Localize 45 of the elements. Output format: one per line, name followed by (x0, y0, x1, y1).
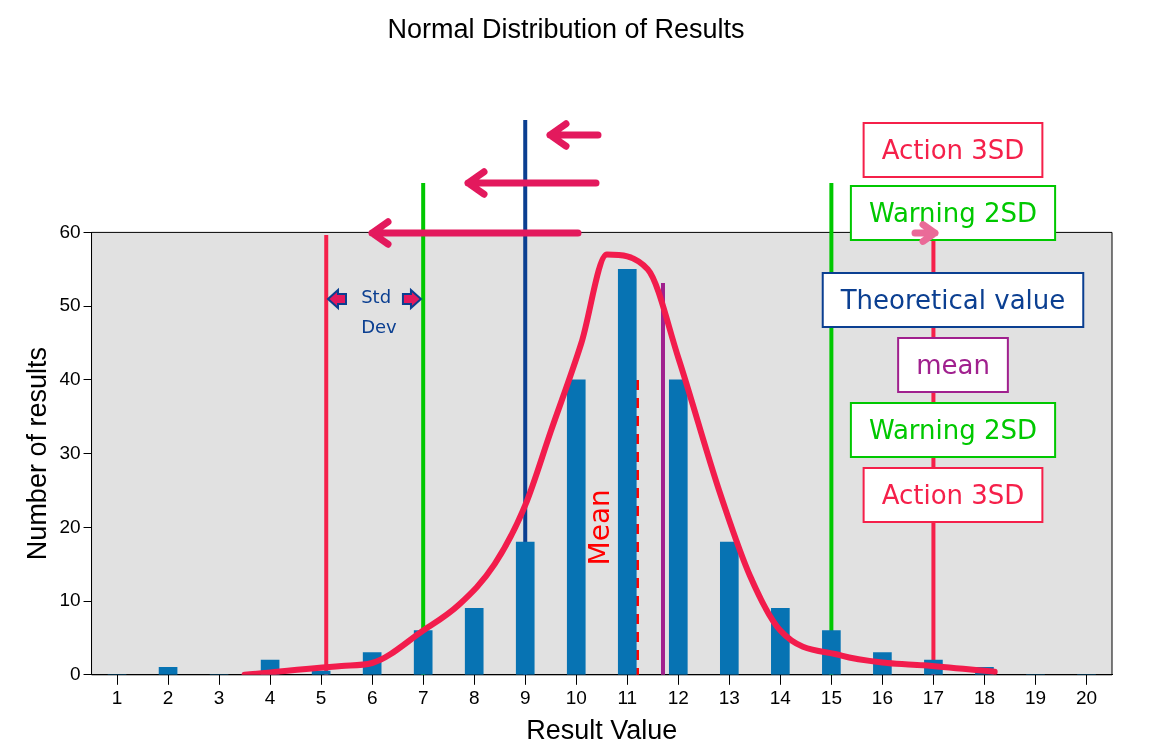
x-tick-label: 7 (417, 687, 429, 709)
x-tick-label: 20 (1075, 687, 1098, 709)
x-tick-label: 19 (1024, 687, 1047, 709)
ref-line-label: Mean (583, 489, 617, 566)
y-tick-label: 20 (59, 515, 81, 537)
ref-line-label: Action 3SD (881, 479, 1025, 510)
ref-line-label: Theoretical value (839, 284, 1066, 315)
chart-title: Normal Distribution of Results (387, 13, 745, 44)
y-tick-label: 60 (59, 220, 81, 242)
x-tick-label: 16 (871, 687, 893, 709)
x-tick-label: 9 (519, 687, 531, 709)
x-tick-label: 18 (973, 687, 996, 709)
y-tick-label: 30 (59, 441, 81, 463)
bar (413, 630, 433, 675)
ref-line-label: Warning 2SD (868, 414, 1038, 445)
annotation: Std Dev (361, 286, 398, 338)
ref-line-label: Warning 2SD (868, 197, 1038, 228)
y-axis-title: Number of results (21, 347, 52, 561)
bar (668, 379, 688, 675)
x-tick-label: 11 (617, 687, 638, 709)
ref-line-label: Action 3SD (881, 134, 1025, 165)
ref-line-label: mean (916, 349, 990, 380)
x-tick-label: 15 (820, 687, 842, 709)
x-tick-label: 2 (162, 687, 174, 709)
bar (566, 379, 586, 675)
x-tick-label: 3 (213, 687, 225, 709)
y-tick-label: 10 (59, 589, 81, 611)
bar (515, 541, 535, 675)
x-tick-label: 6 (366, 687, 378, 709)
x-tick-label: 13 (718, 687, 740, 709)
x-tick-label: 4 (264, 687, 276, 709)
bar (464, 608, 484, 675)
bar (720, 541, 739, 675)
x-tick-label: 8 (468, 687, 480, 709)
x-tick-label: 5 (315, 687, 327, 709)
x-tick-label: 17 (922, 687, 944, 709)
x-tick-label: 14 (769, 687, 792, 709)
y-tick-label: 40 (59, 368, 81, 390)
x-tick-label: 1 (111, 687, 123, 709)
bar (617, 268, 637, 675)
x-tick-label: 12 (667, 687, 689, 709)
y-tick-label: 0 (69, 663, 81, 685)
x-axis-title: Result Value (526, 715, 678, 746)
y-tick-label: 50 (59, 294, 81, 316)
x-tick-label: 10 (565, 687, 587, 709)
